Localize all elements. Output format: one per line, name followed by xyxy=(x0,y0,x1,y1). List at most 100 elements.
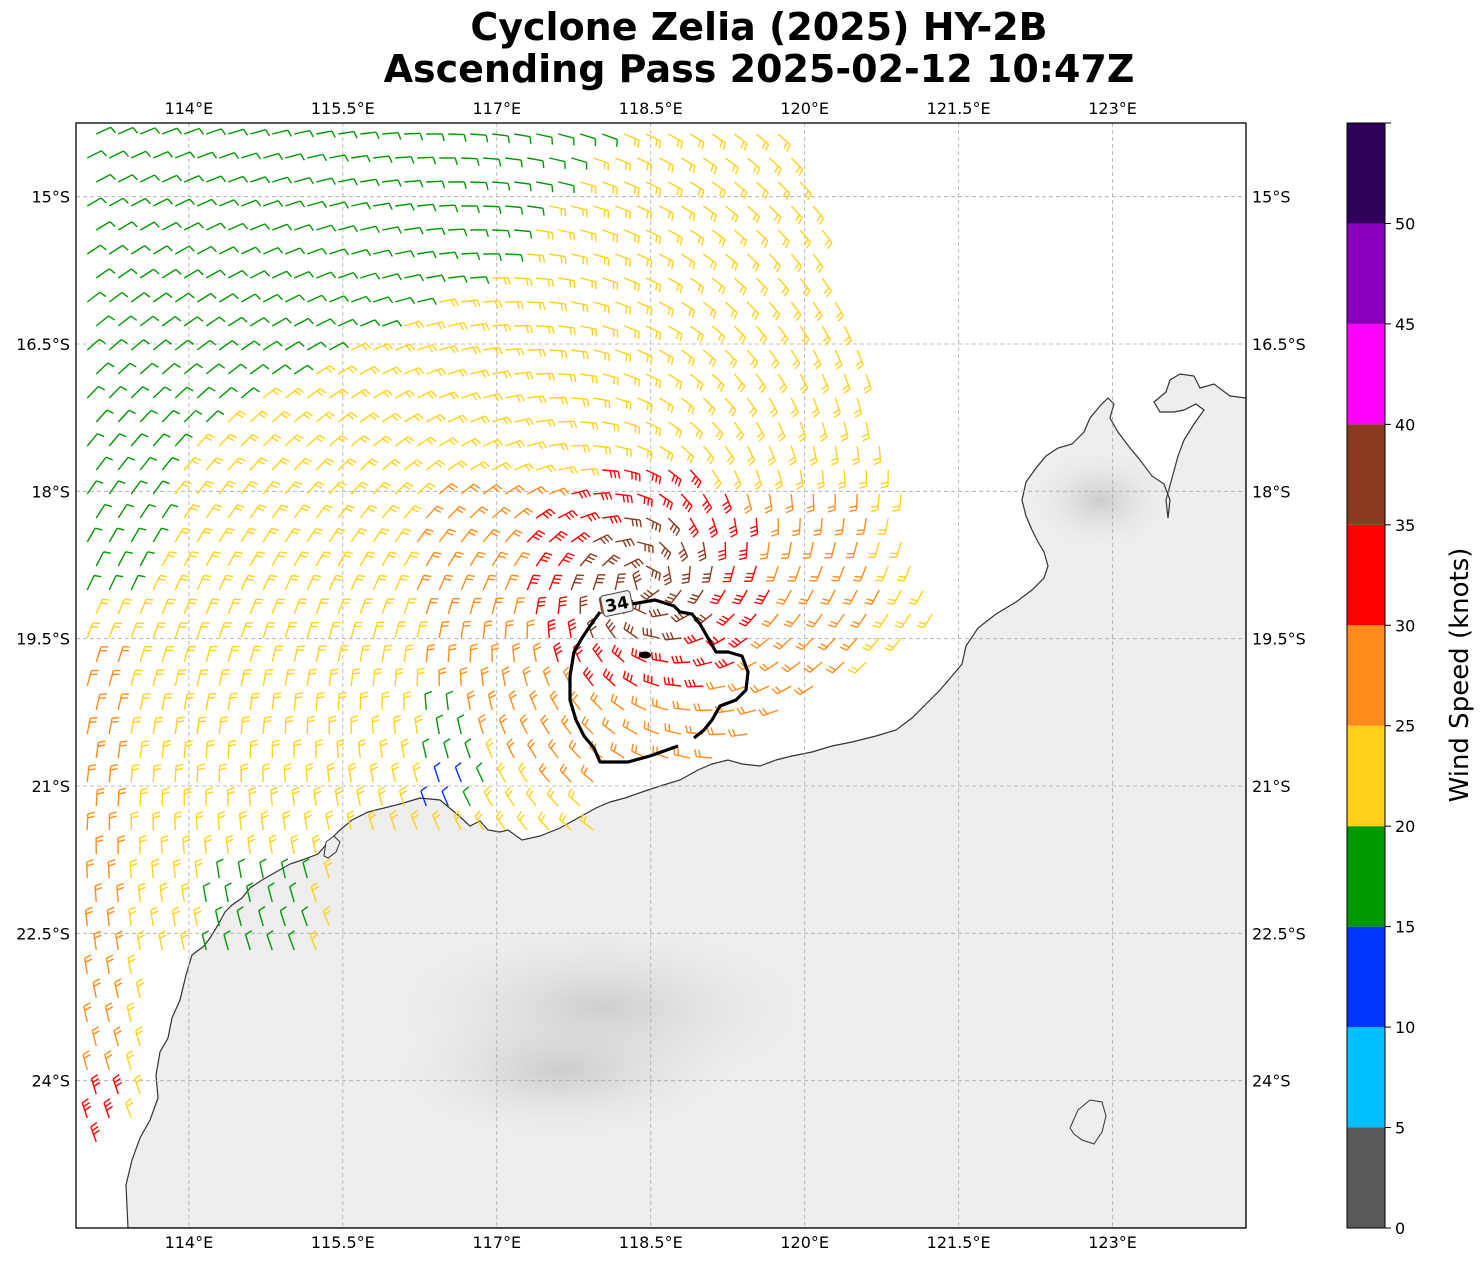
wind-barb xyxy=(196,763,205,783)
wind-barb xyxy=(350,715,359,735)
wind-barb xyxy=(307,153,327,162)
chart-title-line-1: Cyclone Zelia (2025) HY-2B xyxy=(470,5,1048,49)
wind-barb xyxy=(315,458,335,471)
lon-tick-label-bottom: 121.5°E xyxy=(927,1233,991,1252)
wind-barb xyxy=(412,762,421,783)
wind-barb xyxy=(130,811,139,831)
wind-barb xyxy=(491,643,500,663)
wind-barb xyxy=(658,205,675,221)
wind-barb xyxy=(152,292,173,303)
wind-barb xyxy=(262,668,274,687)
wind-barb xyxy=(95,315,116,327)
wind-barb xyxy=(664,723,682,735)
wind-barb xyxy=(282,810,291,831)
wind-barb xyxy=(439,157,458,166)
wind-barb xyxy=(325,810,334,831)
wind-barb xyxy=(218,246,239,255)
wind-barb xyxy=(223,930,231,951)
wind-barb xyxy=(245,882,254,903)
wind-barb xyxy=(777,133,791,152)
wind-barb xyxy=(227,598,242,615)
wind-barb xyxy=(602,229,619,243)
colorbar-segment xyxy=(1347,123,1385,224)
wind-barb xyxy=(238,810,248,831)
wind-barb xyxy=(316,130,336,138)
wind-barb xyxy=(90,1074,101,1095)
wind-barb xyxy=(716,613,735,626)
wind-barb xyxy=(217,810,226,831)
wind-barb xyxy=(492,323,512,332)
wind-barb xyxy=(395,203,415,211)
wind-barb xyxy=(843,325,853,346)
wind-barb xyxy=(505,394,525,403)
wind-barb xyxy=(889,541,902,559)
wind-barb xyxy=(403,551,420,567)
wind-barb xyxy=(196,669,209,687)
wind-barb xyxy=(602,133,618,147)
wind-barb xyxy=(812,253,824,273)
wind-barb xyxy=(294,177,315,185)
wind-barb xyxy=(125,1098,134,1119)
wind-barb xyxy=(338,225,359,233)
wind-barb xyxy=(262,527,279,543)
wind-barb xyxy=(391,762,400,783)
wind-barb xyxy=(505,439,526,449)
wind-barb xyxy=(426,227,446,236)
wind-barb xyxy=(540,714,550,735)
wind-barb xyxy=(183,692,195,711)
wind-barb xyxy=(117,551,133,567)
lat-tick-label-right: 16.5°S xyxy=(1252,335,1306,354)
wind-barb xyxy=(492,181,511,191)
wind-barb xyxy=(326,762,335,783)
wind-barb xyxy=(662,565,672,586)
wind-barb xyxy=(250,176,271,184)
wind-barb xyxy=(517,762,528,783)
wind-barb xyxy=(183,598,198,615)
wind-barb xyxy=(549,205,567,217)
wind-barb xyxy=(799,325,810,346)
wind-barb xyxy=(81,1098,92,1119)
wind-barb xyxy=(733,277,747,296)
wind-barb xyxy=(306,527,324,543)
wind-barb xyxy=(711,421,724,441)
wind-barb xyxy=(460,437,481,447)
wind-barb xyxy=(381,598,395,615)
wind-barb xyxy=(240,387,260,399)
wind-barb xyxy=(227,316,248,327)
wind-barb xyxy=(249,598,264,615)
lon-tick-label-bottom: 117°E xyxy=(472,1233,521,1252)
wind-barb xyxy=(249,551,266,567)
colorbar-tick-label: 10 xyxy=(1395,1018,1415,1037)
wind-barb xyxy=(293,364,314,375)
wind-barb xyxy=(381,691,390,711)
wind-barb xyxy=(262,763,271,783)
wind-barb xyxy=(482,484,503,495)
wind-barb xyxy=(284,527,301,543)
wind-barb xyxy=(693,703,713,712)
wind-barb xyxy=(196,527,213,543)
wind-barb xyxy=(441,786,449,807)
wind-barb xyxy=(645,469,662,485)
wind-barb xyxy=(316,224,337,232)
wind-barb xyxy=(856,517,867,536)
wind-barb xyxy=(95,740,106,759)
wind-barb xyxy=(689,421,703,440)
wind-barb xyxy=(263,152,284,161)
wind-barb xyxy=(130,386,150,399)
wind-barb xyxy=(514,229,533,239)
wind-barb xyxy=(689,469,702,489)
wind-barb xyxy=(395,250,415,258)
wind-barb xyxy=(790,157,804,176)
wind-barb xyxy=(284,294,306,303)
wind-barb xyxy=(513,507,534,519)
wind-barb xyxy=(105,954,114,975)
wind-barb xyxy=(416,621,428,639)
wind-barb xyxy=(448,275,468,283)
wind-barb xyxy=(108,527,125,543)
wind-barb xyxy=(293,739,302,759)
wind-barb xyxy=(571,397,590,407)
wind-barb xyxy=(483,393,504,402)
wind-barb xyxy=(402,691,411,711)
wind-barb xyxy=(593,205,610,219)
wind-barb xyxy=(580,277,597,290)
